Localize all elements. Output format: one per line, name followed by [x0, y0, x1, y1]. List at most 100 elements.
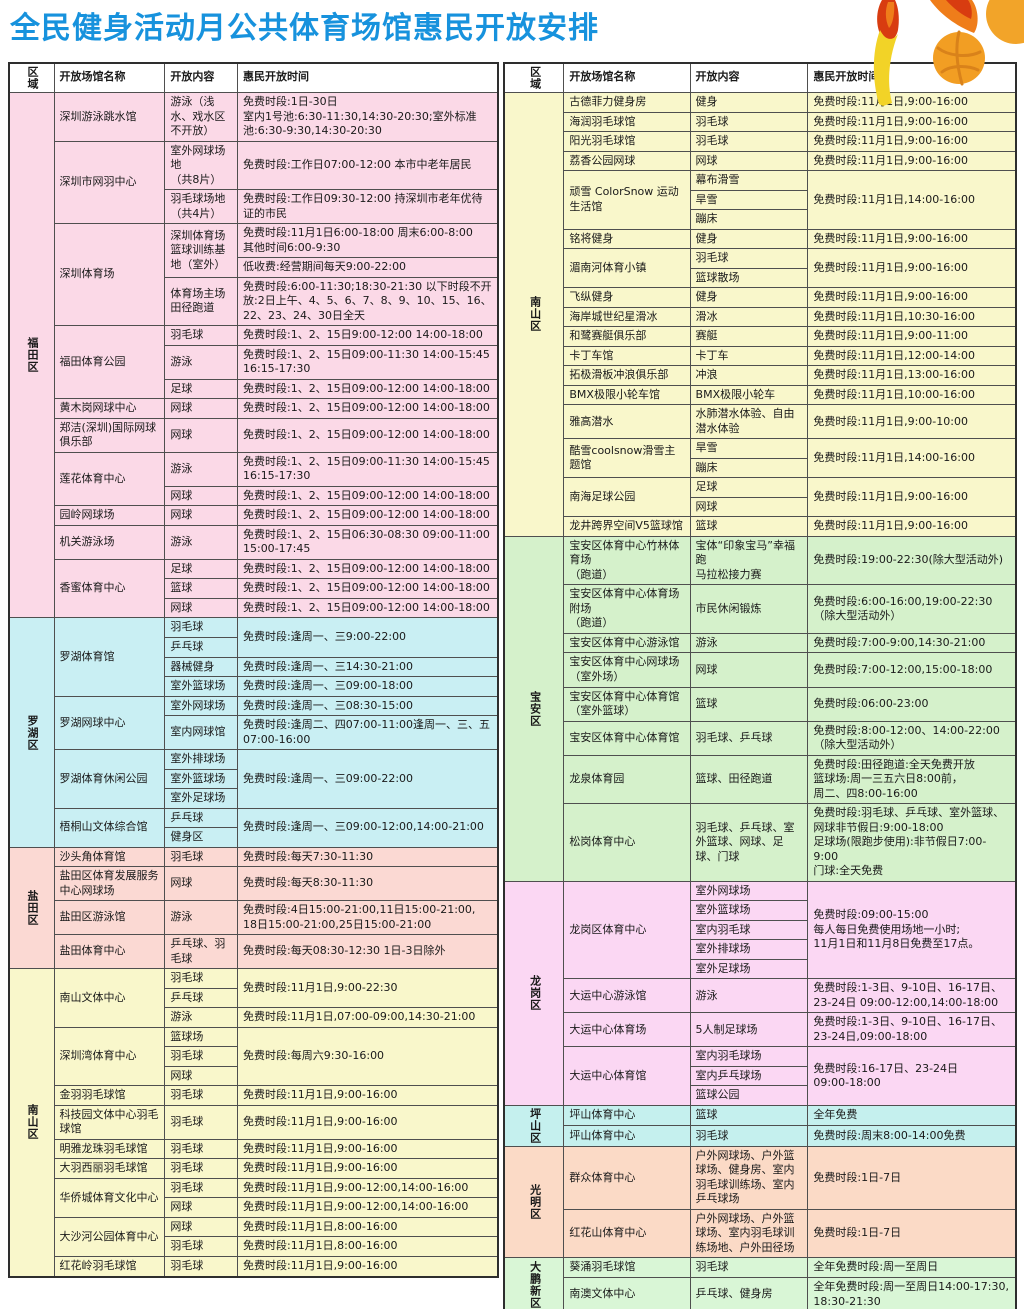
- table-row: 宝安区体育中心游泳馆游泳免费时段:7:00-9:00,14:30-21:00: [504, 633, 1016, 653]
- venue-cell: 郑洁(深圳)国际网球 俱乐部: [54, 418, 165, 452]
- time-cell: 免费时段:16-17日、23-24日 09:00-18:00: [808, 1047, 1016, 1106]
- header-row: 区域开放场馆名称开放内容惠民开放时间: [9, 63, 498, 93]
- table-row: 园岭网球场网球免费时段:1、2、15日09:00-12:00 14:00-18:…: [9, 506, 498, 526]
- time-cell: 免费时段:1、2、15日09:00-12:00 14:00-18:00: [237, 399, 498, 419]
- content-cell: 足球: [165, 379, 238, 399]
- content-cell: 深圳体育场篮球训练基地（室外）: [165, 224, 238, 278]
- table-row: 华侨城体育文化中心羽毛球免费时段:11月1日,9:00-12:00,14:00-…: [9, 1178, 498, 1198]
- content-cell: 羽毛球: [165, 1257, 238, 1277]
- time-cell: 免费时段:11月1日,9:00-16:00: [237, 1105, 498, 1139]
- content-cell: 羽毛球: [165, 1159, 238, 1179]
- content-cell: 网球: [165, 506, 238, 526]
- content-cell: 室外网球场: [690, 881, 808, 901]
- time-cell: 免费时段:逢周一、三14:30-21:00: [237, 657, 498, 677]
- page-title: 全民健身活动月公共体育场馆惠民开放安排: [10, 12, 1017, 47]
- content-cell: 羽毛球: [690, 249, 808, 269]
- time-cell: 免费时段:工作日07:00-12:00 本市中老年居民: [237, 141, 498, 190]
- content-cell: 游泳: [165, 901, 238, 935]
- content-cell: 网球: [165, 1217, 238, 1237]
- region-label: 坪山区: [504, 1105, 564, 1146]
- table-row: 大运中心游泳馆游泳免费时段:1-3日、9-10日、16-17日、23-24日 0…: [504, 979, 1016, 1013]
- content-cell: 室外网球场地 （共8片）: [165, 141, 238, 190]
- table-row: 铭将健身健身免费时段:11月1日,9:00-16:00: [504, 229, 1016, 249]
- venue-cell: 大运中心体育场: [564, 1013, 690, 1047]
- time-cell: 免费时段:11月1日,9:00-16:00: [237, 1257, 498, 1277]
- venue-cell: 和鹭赛艇俱乐部: [564, 327, 690, 347]
- content-cell: 篮球: [165, 579, 238, 599]
- content-cell: 水肺潜水体验、自由潜水体验: [690, 405, 808, 439]
- venue-cell: 沙头角体育馆: [54, 847, 165, 867]
- content-cell: 网球: [165, 598, 238, 618]
- column-header: 开放场馆名称: [54, 63, 165, 93]
- time-cell: 免费时段:每天8:30-11:30: [237, 867, 498, 901]
- time-cell: 免费时段:每周六9:30-16:00: [237, 1027, 498, 1086]
- time-cell: 免费时段:11月1日,9:00-16:00: [808, 112, 1016, 132]
- time-cell: 免费时段:每天7:30-11:30: [237, 847, 498, 867]
- region-label: 盐田区: [9, 847, 54, 969]
- content-cell: 足球: [690, 478, 808, 498]
- table-row: 拓极滑板冲浪俱乐部冲浪免费时段:11月1日,13:00-16:00: [504, 366, 1016, 386]
- venue-cell: 顽雪 ColorSnow 运动生活馆: [564, 171, 690, 230]
- venue-cell: 龙泉体育园: [564, 755, 690, 804]
- venue-cell: 华侨城体育文化中心: [54, 1178, 165, 1217]
- content-cell: 羽毛球: [165, 847, 238, 867]
- content-cell: 羽毛球: [165, 1086, 238, 1106]
- content-cell: 篮球场: [165, 1027, 238, 1047]
- content-cell: 室外排球场: [690, 940, 808, 960]
- content-cell: 羽毛球: [690, 1126, 808, 1147]
- content-cell: 羽毛球: [690, 132, 808, 152]
- table-row: 盐田区体育发展服务中心网球场网球免费时段:每天8:30-11:30: [9, 867, 498, 901]
- venue-cell: 盐田区游泳馆: [54, 901, 165, 935]
- venue-cell: 深圳湾体育中心: [54, 1027, 165, 1086]
- venue-cell: 松岗体育中心: [564, 804, 690, 882]
- content-cell: 网球: [165, 399, 238, 419]
- table-row: 坪山体育中心羽毛球免费时段:周末8:00-14:00免费: [504, 1126, 1016, 1147]
- venue-cell: 大沙河公园体育中心: [54, 1217, 165, 1256]
- table-row: 盐田区游泳馆游泳免费时段:4日15:00-21:00,11日15:00-21:0…: [9, 901, 498, 935]
- region-label: 南山区: [9, 969, 54, 1277]
- table-row: 阳光羽毛球馆羽毛球免费时段:11月1日,9:00-16:00: [504, 132, 1016, 152]
- table-row: 卡丁车馆卡丁车免费时段:11月1日,12:00-14:00: [504, 346, 1016, 366]
- column-header: 惠民开放时间: [237, 63, 498, 93]
- table-row: 宝安区体育中心体育馆 （室外篮球）篮球免费时段:06:00-23:00: [504, 687, 1016, 721]
- time-cell: 免费时段:1-3日、9-10日、16-17日、23-24日,09:00-18:0…: [808, 1013, 1016, 1047]
- venue-cell: 香蜜体育中心: [54, 559, 165, 618]
- content-cell: BMX极限小轮车: [690, 385, 808, 405]
- venue-cell: 莲花体育中心: [54, 452, 165, 506]
- content-cell: 羽毛球: [165, 326, 238, 346]
- table-row: 龙岗区龙岗区体育中心室外网球场免费时段:09:00-15:00 每人每日免费使用…: [504, 881, 1016, 901]
- time-cell: 免费时段:逢周一、三08:30-15:00: [237, 696, 498, 716]
- venue-cell: 古德菲力健身房: [564, 93, 690, 113]
- time-cell: 免费时段:11月1日6:00-18:00 周末6:00-8:00 其他时间6:0…: [237, 224, 498, 258]
- time-cell: 免费时段:1、2、15日09:00-11:30 14:00-15:45 16:1…: [237, 345, 498, 379]
- table-row: 明雅龙珠羽毛球馆羽毛球免费时段:11月1日,9:00-16:00: [9, 1139, 498, 1159]
- time-cell: 免费时段:11月1日,14:00-16:00: [808, 171, 1016, 230]
- tables-container: 区域开放场馆名称开放内容惠民开放时间福田区深圳游泳跳水馆游泳（浅水、戏水区不开放…: [8, 62, 1017, 1309]
- venue-cell: 大运中心游泳馆: [564, 979, 690, 1013]
- time-cell: 免费时段:11月1日,9:00-16:00: [808, 249, 1016, 288]
- region-label: 罗湖区: [9, 618, 54, 847]
- content-cell: 室外足球场: [165, 789, 238, 809]
- table-row: 大羽西丽羽毛球馆羽毛球免费时段:11月1日,9:00-16:00: [9, 1159, 498, 1179]
- region-label: 大鹏新区: [504, 1258, 564, 1309]
- time-cell: 全年免费时段:周一至周日14:00-17:30, 18:30-21:30: [808, 1278, 1016, 1309]
- venue-cell: 南海足球公园: [564, 478, 690, 517]
- content-cell: 乒乓球: [165, 808, 238, 828]
- time-cell: 免费时段:19:00-22:30(除大型活动外): [808, 536, 1016, 585]
- content-cell: 羽毛球: [165, 1139, 238, 1159]
- content-cell: 体育场主场田径跑道: [165, 277, 238, 326]
- content-cell: 游泳: [690, 979, 808, 1013]
- venue-cell: 宝安区体育中心体育馆: [564, 721, 690, 755]
- time-cell: 免费时段:7:00-12:00,15:00-18:00: [808, 653, 1016, 687]
- table-row: 罗湖网球中心室外网球场免费时段:逢周一、三08:30-15:00: [9, 696, 498, 716]
- venue-cell: 罗湖体育馆: [54, 618, 165, 696]
- venue-cell: 明雅龙珠羽毛球馆: [54, 1139, 165, 1159]
- venue-cell: 宝安区体育中心体育馆 （室外篮球）: [564, 687, 690, 721]
- time-cell: 免费时段:1、2、15日09:00-12:00 14:00-18:00: [237, 379, 498, 399]
- time-cell: 免费时段:6:00-11:30;18:30-21:30 以下时段不开放:2日上午…: [237, 277, 498, 326]
- time-cell: 免费时段:1日-7日: [808, 1209, 1016, 1258]
- table-row: 南澳文体中心乒乓球、健身房全年免费时段:周一至周日14:00-17:30, 18…: [504, 1278, 1016, 1309]
- content-cell: 健身区: [165, 828, 238, 848]
